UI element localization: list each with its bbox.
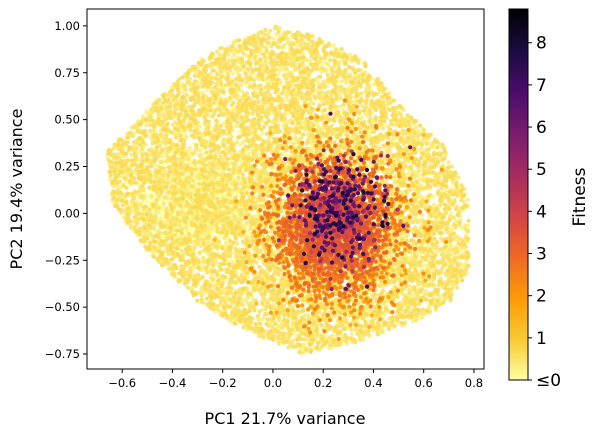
data-point — [331, 43, 336, 48]
data-point — [466, 197, 471, 202]
data-point — [223, 240, 228, 246]
data-point — [408, 284, 413, 289]
data-point — [257, 317, 262, 322]
data-point — [260, 131, 265, 136]
data-point — [321, 61, 326, 66]
data-point — [156, 210, 161, 215]
data-point — [217, 235, 222, 240]
data-point — [216, 177, 221, 182]
data-point — [246, 151, 251, 156]
data-point — [301, 120, 306, 125]
data-point — [308, 58, 313, 63]
data-point — [233, 124, 238, 129]
data-point — [230, 72, 235, 77]
data-points — [105, 24, 471, 355]
data-point — [276, 72, 281, 77]
data-point — [340, 79, 345, 84]
data-point — [422, 263, 427, 268]
data-point — [232, 51, 237, 56]
data-point — [231, 40, 236, 45]
data-point — [449, 210, 454, 216]
data-point — [144, 109, 149, 114]
data-point — [349, 332, 354, 337]
data-point — [187, 145, 192, 150]
data-point — [238, 182, 243, 187]
data-point — [146, 198, 151, 204]
data-point — [325, 83, 331, 89]
data-point — [288, 140, 293, 145]
data-point — [315, 122, 320, 127]
data-point — [231, 107, 236, 112]
data-point — [198, 147, 203, 152]
data-point — [271, 36, 276, 42]
data-point — [413, 124, 418, 129]
data-point — [236, 129, 242, 134]
data-point — [284, 95, 289, 100]
